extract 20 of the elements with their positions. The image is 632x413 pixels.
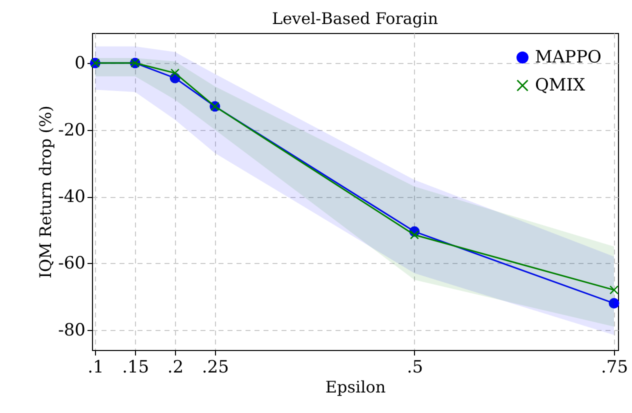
y-axis-title: IQM Return drop (%) bbox=[36, 106, 56, 278]
x-tick-label: .2 bbox=[167, 358, 184, 378]
y-tick-label: 0 bbox=[74, 54, 86, 74]
chart-title: Level-Based Foragin bbox=[272, 9, 438, 28]
legend-label: MAPPO bbox=[535, 48, 602, 68]
y-tick-label: -40 bbox=[58, 187, 86, 208]
x-axis-title: Epsilon bbox=[325, 378, 386, 396]
y-tick-label: -20 bbox=[58, 120, 86, 140]
x-tick-label: .15 bbox=[122, 358, 150, 378]
legend-label: QMIX bbox=[535, 76, 586, 96]
y-tick-label: -60 bbox=[58, 254, 86, 274]
x-tick-label: .5 bbox=[406, 358, 424, 378]
point bbox=[609, 285, 619, 294]
x-tick-label: .75 bbox=[600, 358, 628, 378]
point bbox=[410, 230, 419, 240]
y-tick-label: -80 bbox=[58, 320, 86, 340]
x-tick-label: .25 bbox=[202, 358, 229, 378]
x-tick-label: .1 bbox=[88, 358, 104, 378]
point bbox=[170, 68, 180, 78]
point bbox=[608, 298, 620, 309]
